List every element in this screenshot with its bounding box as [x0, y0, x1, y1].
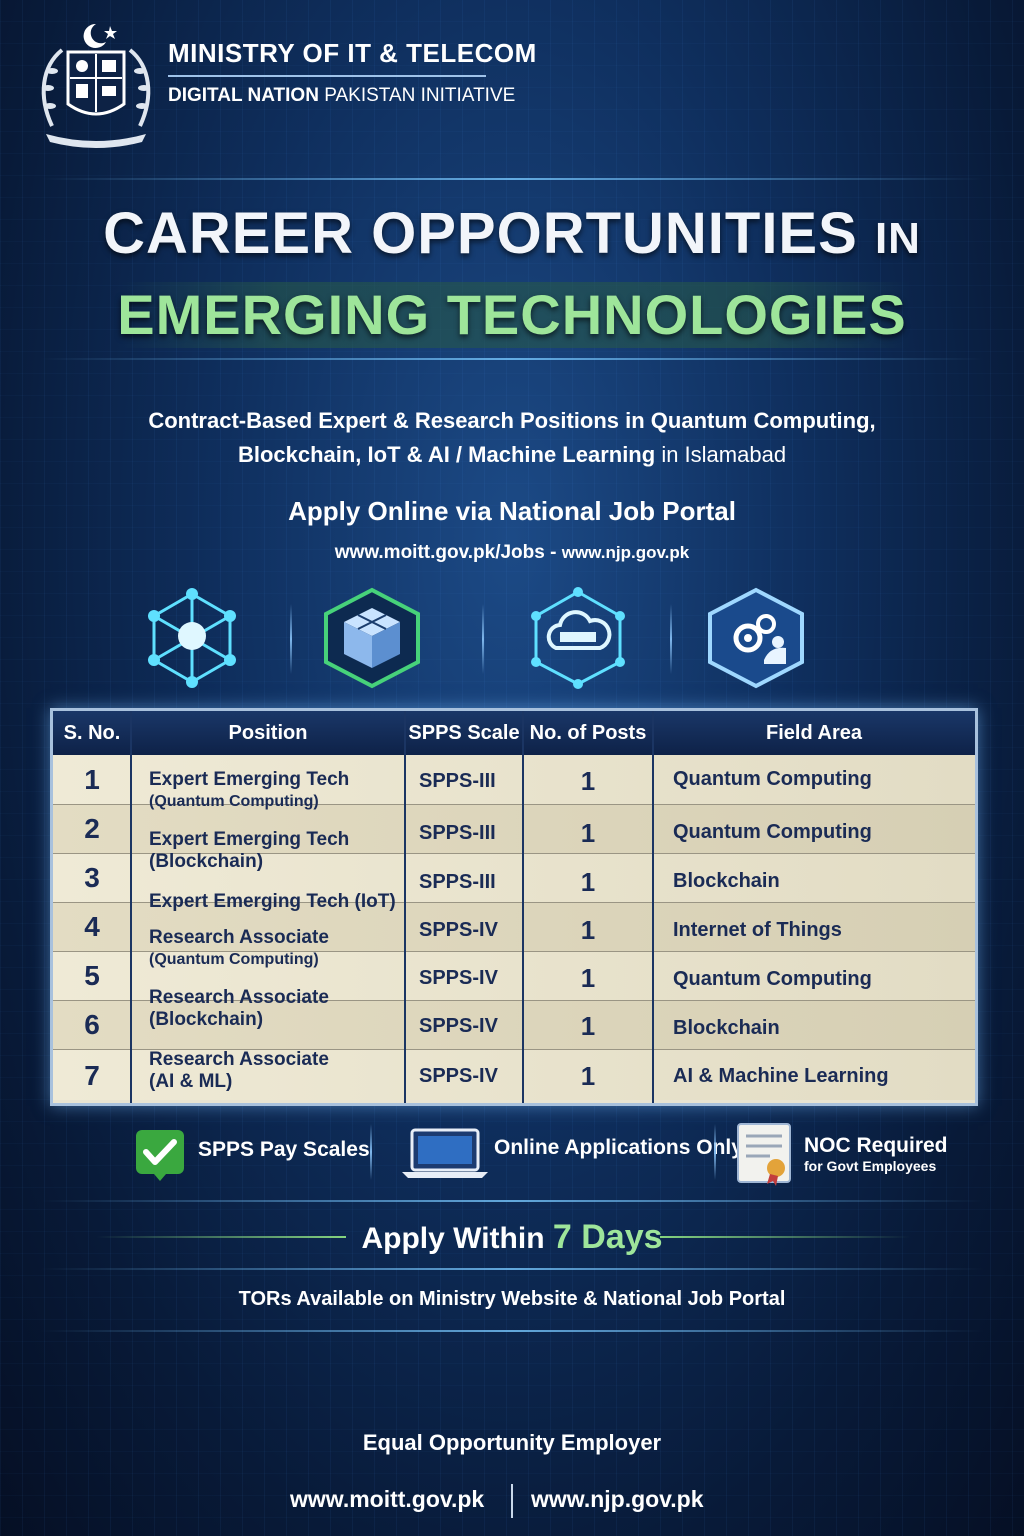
feature-online-only: Online Applications Only [494, 1136, 743, 1159]
row-divider [53, 1000, 975, 1001]
ministry-rule [168, 75, 486, 77]
th-posts: No. of Posts [529, 722, 647, 744]
certificate-icon [737, 1123, 791, 1186]
cell-posts: 1 [580, 818, 596, 848]
cell-scale: SPPS-III [419, 822, 496, 844]
row-divider [53, 804, 975, 805]
cell-field: Blockchain [673, 870, 780, 892]
cloud-iot-icon [531, 587, 625, 689]
feature-separator [714, 1124, 716, 1180]
cell-position: Research Associate (Quantum Computing) [149, 927, 329, 968]
cell-position: Expert Emerging Tech (Quantum Computing) [149, 769, 350, 810]
cell-posts: 1 [580, 1061, 596, 1091]
feature-pay-scales: SPPS Pay Scales [198, 1138, 370, 1161]
cell-sno: 2 [84, 813, 100, 844]
cell-sno: 4 [84, 911, 100, 942]
col-divider [652, 711, 654, 1103]
table-header: S. No. Position SPPS Scale No. of Posts … [53, 711, 975, 755]
cell-scale: SPPS-III [419, 871, 496, 893]
cell-sno: 3 [84, 862, 100, 893]
cell-field: Quantum Computing [673, 768, 872, 790]
divider-top [40, 178, 984, 180]
col-divider [404, 711, 406, 1103]
apply-urls: www.moitt.gov.pk/Jobs - www.njp.gov.pk [0, 542, 1024, 564]
cell-posts: 1 [580, 867, 596, 897]
blockchain-cube-icon [324, 587, 420, 689]
cell-field: Internet of Things [673, 919, 842, 941]
cell-scale: SPPS-IV [419, 967, 498, 989]
page-title-line1: CAREER OPPORTUNITIES IN [103, 201, 921, 266]
cell-scale: SPPS-III [419, 770, 496, 792]
cell-scale: SPPS-IV [419, 1015, 498, 1037]
subtitle: Contract-Based Expert & Research Positio… [148, 408, 876, 467]
table-row [53, 1000, 975, 1049]
equal-opportunity: Equal Opportunity Employer [362, 1430, 662, 1455]
th-position: Position [228, 722, 308, 744]
row-divider [53, 902, 975, 903]
table-row [53, 755, 975, 804]
page-title-line2: EMERGING TECHNOLOGIES [117, 283, 907, 346]
table-row [53, 804, 975, 853]
cell-field: AI & Machine Learning [673, 1065, 889, 1087]
cell-posts: 1 [580, 1011, 596, 1041]
th-scale: SPPS Scale [408, 722, 520, 744]
cell-posts: 1 [580, 915, 596, 945]
deadline-line-left [96, 1236, 346, 1238]
cell-sno: 6 [84, 1009, 100, 1040]
tors-note: TORs Available on Ministry Website & Nat… [238, 1288, 786, 1310]
cell-position: Research Associate (Blockchain) [149, 987, 329, 1030]
laptop-icon [402, 1128, 488, 1178]
apply-deadline: Apply Within 7 Days [361, 1218, 663, 1256]
apply-url-moitt[interactable]: www.moitt.gov.pk/Jobs - [334, 542, 557, 563]
state-emblem-icon [41, 23, 151, 148]
cell-posts: 1 [580, 766, 596, 796]
cell-sno: 7 [84, 1060, 100, 1091]
cell-posts: 1 [580, 963, 596, 993]
divider-tors [40, 1330, 984, 1332]
icon-separator [482, 604, 484, 674]
cell-scale: SPPS-IV [419, 919, 498, 941]
footer-separator [511, 1484, 513, 1518]
table-row [53, 853, 975, 902]
icon-separator [670, 604, 672, 674]
apply-url-njp[interactable]: www.njp.gov.pk [561, 543, 690, 562]
quantum-network-icon [148, 588, 236, 688]
cell-position: Expert Emerging Tech (IoT) [149, 891, 396, 912]
cell-field: Quantum Computing [673, 821, 872, 843]
cell-scale: SPPS-IV [419, 1065, 498, 1087]
ministry-block: MINISTRY OF IT & TELECOM DIGITAL NATION … [168, 38, 537, 107]
cell-sno: 1 [84, 764, 100, 795]
cell-position: Research Associate (AI & ML) [149, 1049, 329, 1092]
row-divider [53, 951, 975, 952]
table-row [53, 902, 975, 951]
table-row [53, 1049, 975, 1100]
row-divider [53, 1049, 975, 1050]
row-divider [53, 853, 975, 854]
cell-sno: 5 [84, 960, 100, 991]
positions-table: S. No. Position SPPS Scale No. of Posts … [50, 708, 978, 1106]
initiative-name: DIGITAL NATION PAKISTAN INITIATIVE [168, 85, 516, 106]
th-field: Field Area [766, 722, 862, 744]
divider-title [40, 358, 984, 360]
cell-field: Quantum Computing [673, 968, 872, 990]
icon-separator [290, 604, 292, 674]
col-divider [130, 711, 132, 1103]
ministry-name: MINISTRY OF IT & TELECOM [168, 38, 537, 68]
footer-link-njp[interactable]: www.njp.gov.pk [531, 1486, 704, 1512]
ai-gear-icon [708, 587, 804, 689]
divider-features [40, 1200, 984, 1202]
th-sno: S. No. [63, 722, 121, 744]
feature-noc: NOC Required for Govt Employees [804, 1134, 948, 1174]
footer-link-moitt[interactable]: www.moitt.gov.pk [290, 1486, 485, 1512]
title-band [120, 282, 910, 348]
feature-separator [370, 1124, 372, 1180]
table-row [53, 951, 975, 1000]
cell-field: Blockchain [673, 1017, 780, 1039]
col-divider [522, 711, 524, 1103]
cell-position: Expert Emerging Tech (Blockchain) [149, 829, 350, 872]
apply-heading: Apply Online via National Job Portal [288, 496, 736, 526]
checkmark-icon [136, 1130, 184, 1181]
divider-deadline [40, 1268, 984, 1270]
